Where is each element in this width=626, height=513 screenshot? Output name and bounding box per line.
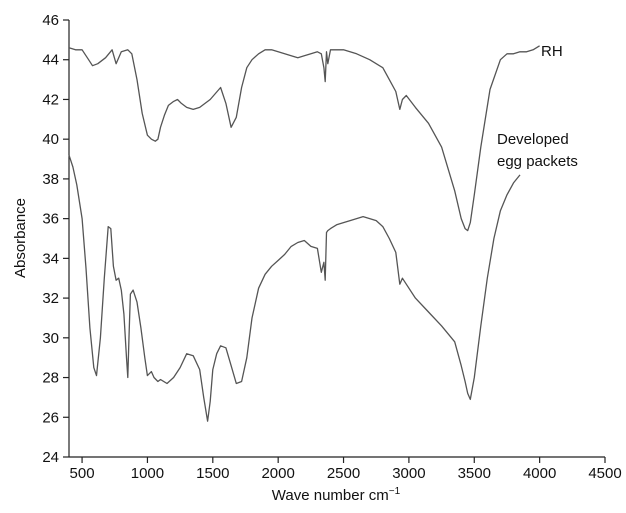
y-tick-label: 28 <box>42 370 59 387</box>
y-tick-label: 34 <box>42 250 59 267</box>
y-tick-label: 40 <box>42 131 59 148</box>
series-label-developed-line2: egg packets <box>497 153 578 170</box>
series-line-rh <box>68 45 540 232</box>
x-tick-label: 1500 <box>196 465 229 482</box>
x-tick-label: 3000 <box>392 465 425 482</box>
x-tick-label: 500 <box>70 465 95 482</box>
x-tick-label: 2000 <box>261 465 294 482</box>
x-ticks: 500 1000 1500 2000 2500 3000 3500 4000 4500 <box>70 457 622 482</box>
x-tick-label: 1000 <box>131 465 164 482</box>
y-tick-label: 36 <box>42 211 59 228</box>
y-tick-label: 24 <box>42 449 59 466</box>
x-tick-label: 2500 <box>327 465 360 482</box>
y-tick-label: 30 <box>42 330 59 347</box>
y-tick-label: 26 <box>42 409 59 426</box>
axes: 24 26 28 30 32 34 36 38 40 42 44 46 500 1000 1500 2000… <box>42 12 621 482</box>
series-label-developed-line1: Developed <box>497 131 569 148</box>
x-tick-label: 4000 <box>523 465 556 482</box>
y-tick-label: 38 <box>42 171 59 188</box>
x-tick-label: 4500 <box>588 465 621 482</box>
y-tick-label: 44 <box>42 52 59 69</box>
series <box>68 45 540 422</box>
series-line-developed-egg-packets <box>68 154 521 422</box>
x-tick-label: 3500 <box>458 465 491 482</box>
y-ticks: 24 26 28 30 32 34 36 38 40 42 44 46 <box>42 12 69 466</box>
x-axis-title-superscript: −1 <box>389 486 401 497</box>
x-axis-title: Wave number cm−1 <box>272 486 401 504</box>
x-axis-title-main: Wave number cm <box>272 487 389 504</box>
y-axis-title: Absorbance <box>12 198 29 278</box>
y-tick-label: 42 <box>42 91 59 108</box>
y-tick-label: 32 <box>42 290 59 307</box>
series-label-rh: RH <box>541 43 563 60</box>
y-tick-label: 46 <box>42 12 59 29</box>
